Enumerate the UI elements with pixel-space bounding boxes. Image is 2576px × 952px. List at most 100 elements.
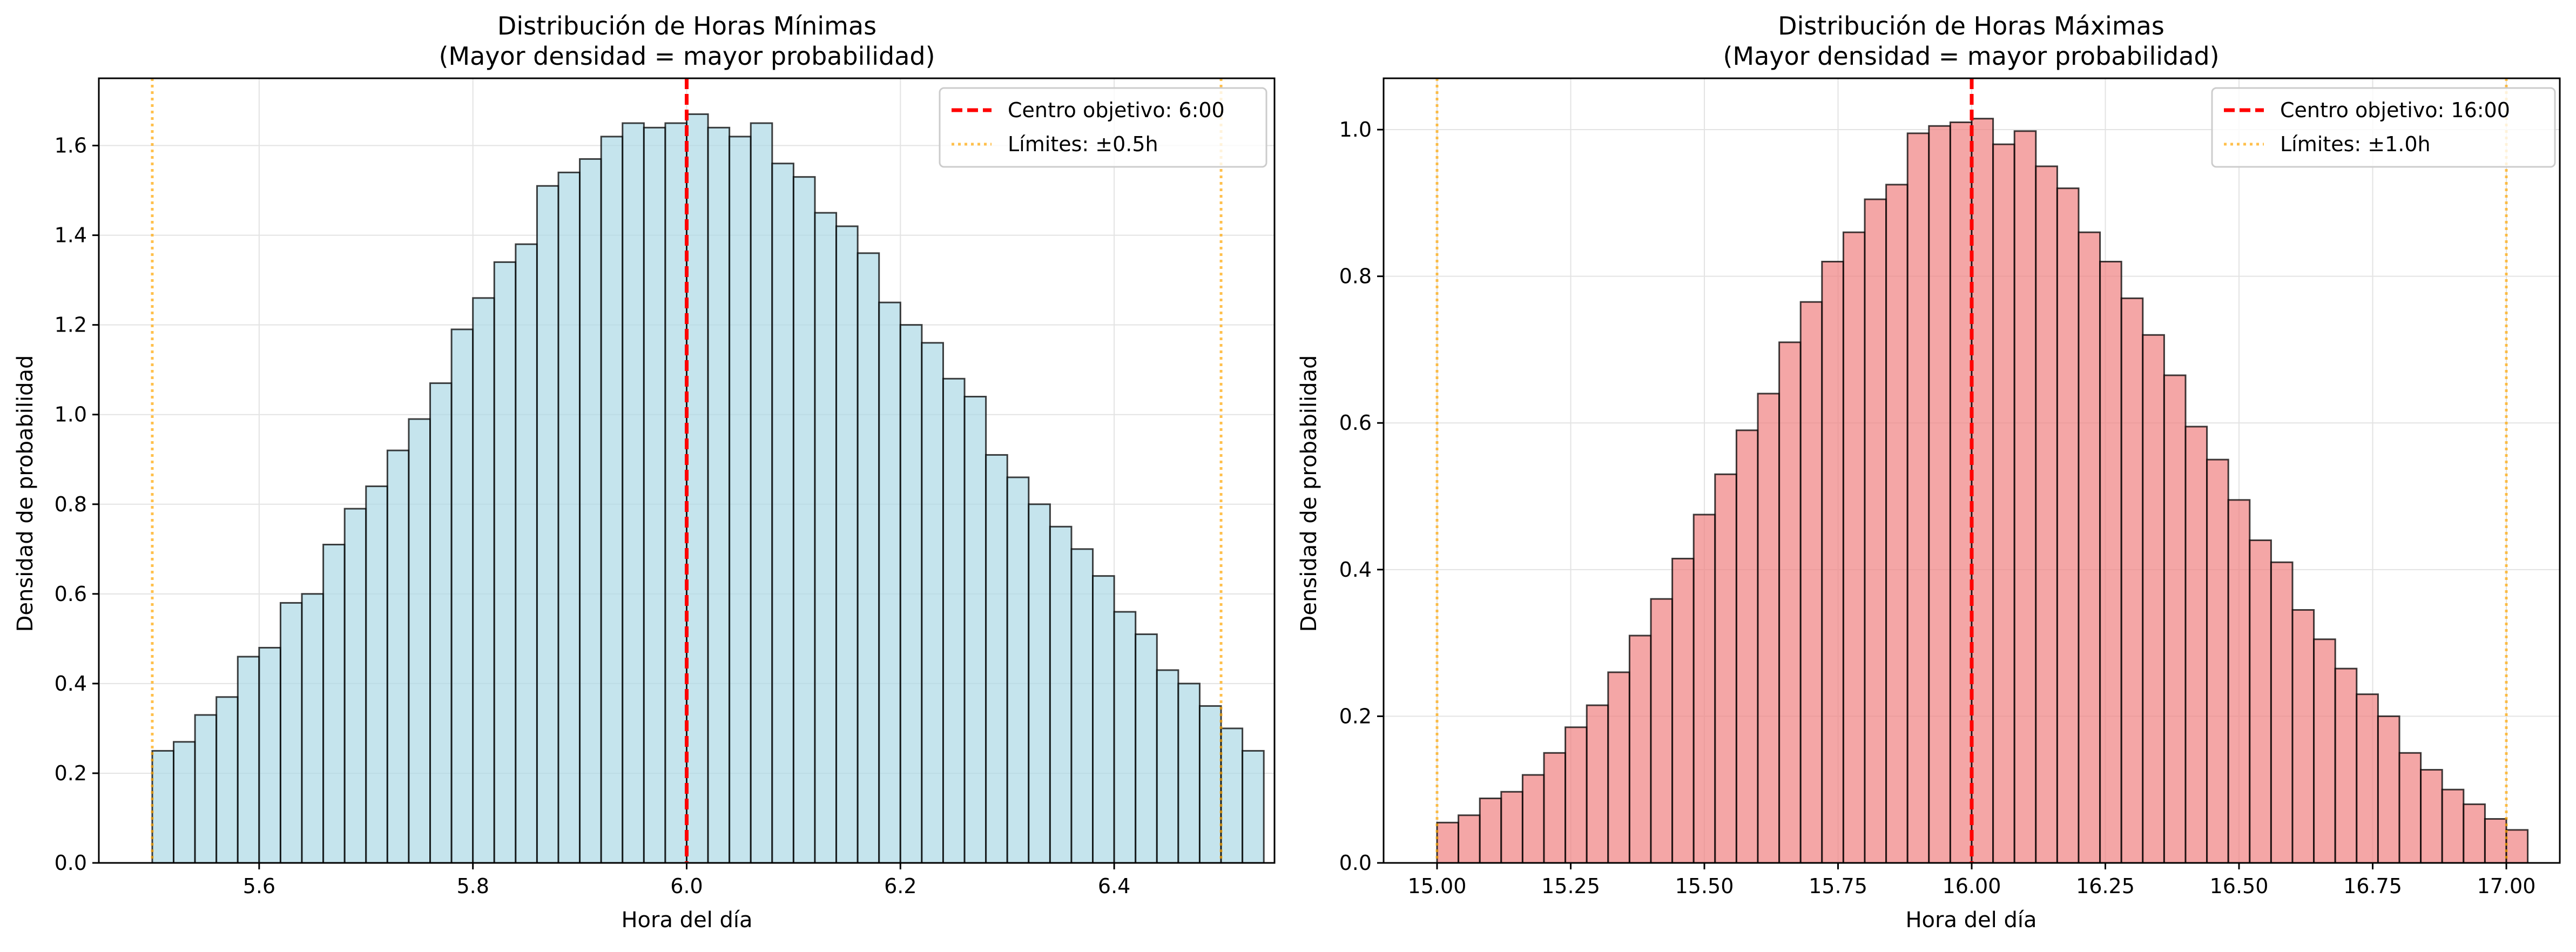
y-tick-label: 1.2 [55, 313, 87, 337]
histogram-bar [1885, 184, 1909, 864]
histogram-bar [1156, 669, 1179, 864]
histogram-bar [1135, 633, 1158, 864]
x-tick-label: 5.8 [456, 874, 489, 898]
histogram-bar [1799, 301, 1823, 864]
histogram-bar [857, 252, 880, 864]
histogram-bar [2484, 818, 2507, 864]
chart-title: Distribución de Horas Máximas [1778, 11, 2164, 40]
histogram-bar [985, 454, 1008, 864]
histogram-bar [1565, 726, 1588, 864]
histogram-bar [151, 750, 175, 864]
histogram-bar [2334, 667, 2358, 864]
histogram-bar [279, 602, 303, 864]
histogram-bar [557, 171, 581, 864]
histogram-bar [1607, 671, 1630, 864]
histogram-bar [1928, 125, 1951, 864]
histogram-bar [1757, 393, 1781, 864]
y-tick-label: 0.4 [1339, 558, 1372, 582]
histogram-bar [2249, 539, 2272, 864]
histogram-bar [2099, 260, 2122, 864]
legend-label-limit-lines: Límites: ±1.0h [2280, 132, 2431, 156]
histogram-bar [1692, 514, 1716, 864]
histogram-bar [750, 122, 773, 864]
legend-label-center-line: Centro objetivo: 6:00 [1008, 98, 1225, 122]
y-tick-label: 0.6 [55, 582, 87, 606]
histogram-bar [1628, 634, 1652, 864]
legend-box [939, 87, 1267, 168]
histogram-bar [2227, 499, 2251, 864]
histogram-bar [899, 324, 923, 864]
y-tick-label: 1.0 [1339, 118, 1372, 141]
y-axis-label: Densidad de probabilidad [13, 355, 38, 632]
histogram-bar [1028, 503, 1051, 864]
chart-subtitle: (Mayor densidad = mayor probabilidad) [439, 42, 935, 71]
y-tick-label: 0.8 [1339, 265, 1372, 288]
histogram-bar [963, 396, 987, 864]
histogram-bar [2056, 187, 2080, 864]
histogram-bar [515, 243, 538, 864]
histogram-bar [365, 485, 388, 864]
y-axis-label: Densidad de probabilidad [1297, 355, 1321, 632]
chart-title: Distribución de Horas Mínimas [497, 11, 876, 40]
histogram-bar [2313, 638, 2336, 864]
histogram-bar [429, 382, 453, 864]
x-tick-label: 15.00 [1408, 874, 1467, 898]
x-tick-label: 16.75 [2343, 874, 2402, 898]
histogram-bar [450, 328, 474, 864]
histogram-bar [1778, 341, 1802, 864]
histogram-bar [2505, 829, 2529, 864]
histogram-bar [2184, 426, 2208, 864]
histogram-bar [814, 212, 838, 864]
histogram-bar [2142, 334, 2165, 864]
histogram-bar [258, 646, 281, 864]
histogram-bar [1242, 750, 1265, 864]
legend-label-limit-lines: Límites: ±0.5h [1008, 132, 1158, 156]
histogram-bar [322, 543, 346, 864]
y-tick-label: 0.8 [55, 492, 87, 516]
histogram-bar [2441, 788, 2465, 864]
histogram-bar [664, 122, 688, 864]
histogram-bar [2356, 693, 2379, 864]
histogram-bar [1436, 821, 1460, 864]
histogram-bar [1821, 260, 1844, 864]
histogram-bar [2078, 231, 2101, 864]
histogram-bar [301, 593, 325, 864]
histogram-bar [792, 176, 816, 864]
histogram-bar [643, 126, 666, 864]
x-tick-label: 15.75 [1809, 874, 1867, 898]
histogram-bar [2206, 458, 2229, 864]
histogram-bar [1992, 143, 2015, 864]
histogram-bar [1177, 683, 1201, 864]
y-tick-label: 0.0 [1339, 851, 1372, 875]
histogram-bar [1092, 575, 1115, 864]
histogram-bar [1049, 525, 1073, 864]
histogram-bar [472, 297, 495, 864]
histogram-bar [2270, 561, 2294, 864]
legend-box [2211, 87, 2556, 168]
x-tick-label: 16.00 [1943, 874, 2001, 898]
histogram-bar [194, 714, 218, 864]
histogram-bar [1500, 791, 1523, 864]
y-tick-label: 1.6 [55, 134, 87, 158]
histogram-bar [1671, 557, 1695, 864]
legend-label-center-line: Centro objetivo: 16:00 [2280, 98, 2510, 122]
histogram-bar [1006, 476, 1030, 864]
histogram-bar [2120, 297, 2144, 864]
histogram-bar [493, 261, 517, 864]
histogram-bar [1714, 473, 1737, 864]
legend: Centro objetivo: 16:00 Límites: ±1.0h [2211, 87, 2556, 168]
min-hours-panel: Distribución de Horas Mínimas (Mayor den… [13, 11, 1276, 933]
histogram-bar [1735, 429, 1759, 864]
histogram-bar [686, 113, 709, 864]
histogram-bar [2377, 715, 2400, 864]
y-tick-label: 0.0 [55, 851, 87, 875]
histogram-bar [729, 136, 752, 864]
histogram-bar [579, 158, 602, 864]
max-hours-panel: Distribución de Horas Máximas (Mayor den… [1297, 11, 2561, 933]
x-tick-label: 15.25 [1541, 874, 1600, 898]
histogram-bar [921, 342, 944, 864]
histogram-bar [1864, 198, 1887, 864]
histogram-bar [1479, 798, 1502, 864]
histogram-bar [1543, 752, 1567, 864]
